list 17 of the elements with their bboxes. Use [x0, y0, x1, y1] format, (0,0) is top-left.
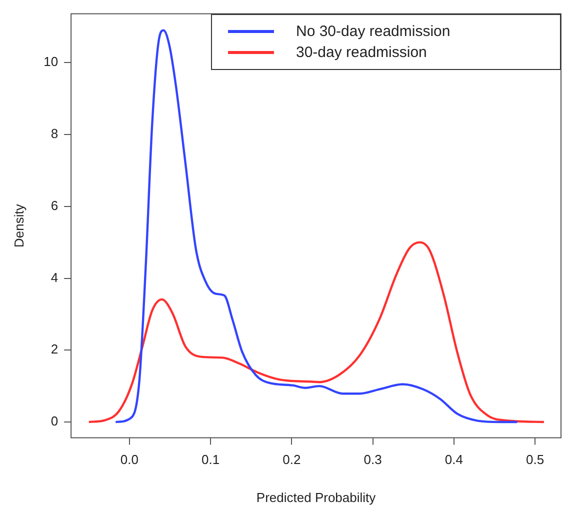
y-tick-label: 8: [50, 126, 58, 142]
x-tick-label: 0.4: [444, 452, 463, 468]
y-tick-label: 0: [50, 414, 58, 429]
legend-label: 30-day readmission: [296, 44, 427, 61]
y-tick-label: 4: [50, 270, 58, 285]
x-tick-label: 0.3: [364, 452, 382, 468]
x-axis-title: Predicted Probability: [256, 490, 376, 505]
y-axis-title: Density: [11, 204, 26, 248]
y-tick-label: 6: [50, 198, 58, 213]
legend-label: No 30-day readmission: [296, 22, 450, 40]
x-tick-label: 0.2: [282, 452, 301, 468]
y-tick-label: 10: [44, 54, 58, 70]
line-series: [88, 241, 546, 424]
x-tick-label: 0.5: [526, 452, 544, 468]
x-tick-label: 0.0: [120, 452, 138, 468]
y-tick-label: 2: [50, 342, 58, 357]
x-tick-label: 0.1: [202, 452, 220, 468]
